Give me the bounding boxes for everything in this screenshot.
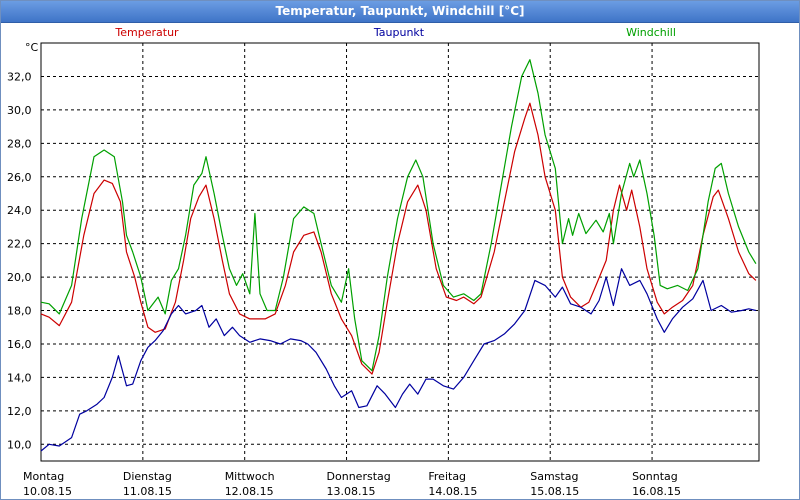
y-tick-label: 18,0: [7, 305, 32, 318]
series-line-temperatur: [40, 102, 757, 375]
x-day-date: 12.08.15: [225, 485, 274, 498]
window-title: Temperatur, Taupunkt, Windchill [°C]: [1, 1, 799, 23]
y-tick-label: 32,0: [7, 70, 32, 83]
x-day-name: Montag: [23, 470, 64, 483]
y-tick-label: 28,0: [7, 137, 32, 150]
series-lines: [40, 59, 757, 452]
x-axis: Montag 10.08.15 Dienstag 11.08.15 Mittwoch 12…: [23, 470, 681, 498]
y-axis: 10,0 12,0 14,0 16,0 18,0 20,0 22,0 24,0 26,0 28,0…: [7, 41, 39, 451]
legend-taupunkt: Taupunkt: [373, 26, 425, 39]
series-line-windchill: [40, 59, 757, 372]
weather-line-chart: 10,0 12,0 14,0 16,0 18,0 20,0 22,0 24,0 26,0 28,0…: [7, 26, 760, 498]
x-day-name: Dienstag: [123, 470, 172, 483]
legend: Temperatur Taupunkt Windchill: [114, 26, 676, 39]
y-tick-label: 16,0: [7, 338, 32, 351]
y-tick-label: 26,0: [7, 171, 32, 184]
x-day-name: Sonntag: [632, 470, 678, 483]
x-day-date: 10.08.15: [23, 485, 72, 498]
x-day-date: 14.08.15: [428, 485, 477, 498]
x-day-name: Samstag: [530, 470, 578, 483]
y-tick-label: 10,0: [7, 438, 32, 451]
y-tick-label: 20,0: [7, 271, 32, 284]
grid-lines: [41, 43, 759, 461]
y-tick-label: 12,0: [7, 405, 32, 418]
x-day-name: Freitag: [428, 470, 466, 483]
x-day-name: Donnerstag: [327, 470, 391, 483]
x-day-name: Mittwoch: [225, 470, 275, 483]
y-tick-label: 14,0: [7, 371, 32, 384]
series-line-taupunkt: [40, 268, 757, 452]
x-day-date: 11.08.15: [123, 485, 172, 498]
plot-area: [40, 42, 760, 462]
y-tick-label: 24,0: [7, 204, 32, 217]
y-axis-unit: °C: [25, 41, 39, 54]
legend-windchill: Windchill: [626, 26, 676, 39]
y-tick-label: 22,0: [7, 238, 32, 251]
legend-temperatur: Temperatur: [114, 26, 179, 39]
x-day-date: 13.08.15: [327, 485, 376, 498]
x-day-date: 15.08.15: [530, 485, 579, 498]
x-day-date: 16.08.15: [632, 485, 681, 498]
y-tick-label: 30,0: [7, 104, 32, 117]
